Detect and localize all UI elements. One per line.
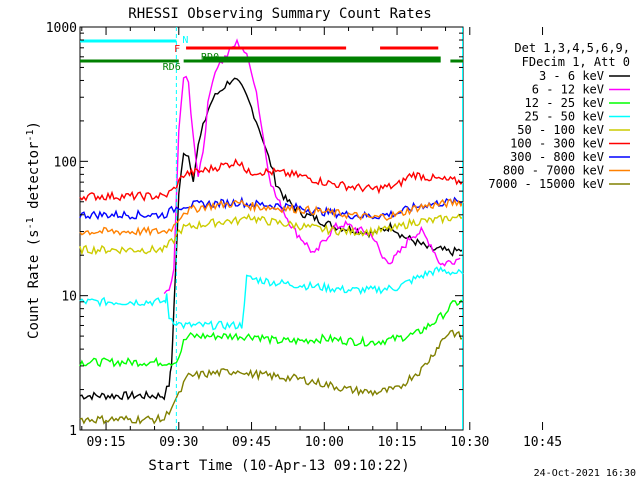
axes: 1 10 100 1000 09:15 09:30 09:45 10:00 10:15 10:30… — [46, 21, 562, 450]
legend-label-4: 50 - 100 keV — [517, 123, 604, 137]
legend-header-0: Det 1,3,4,5,6,9, — [514, 41, 630, 55]
svg-text:Count Rate (s-1 detector-1): Count Rate (s-1 detector-1) — [25, 121, 42, 339]
flag-bars: NF RD0 RD6 — [80, 35, 463, 73]
flag-label-rd6: RD6 — [163, 62, 181, 73]
series-line-2 — [79, 299, 464, 368]
x-axis-label: Start Time (10-Apr-13 09:10:22) — [148, 458, 409, 474]
series-line-7 — [79, 198, 464, 237]
flag-label-f: F — [174, 44, 180, 55]
series-line-3 — [79, 265, 464, 331]
x-tick-label-5: 10:30 — [450, 435, 489, 450]
series-line-4 — [79, 213, 464, 256]
y-tick-label-0: 1 — [69, 424, 77, 439]
y-tick-label-2: 100 — [54, 155, 77, 170]
x-tick-label-1: 09:30 — [159, 435, 198, 450]
y-axis-label: Count Rate (s-1 detector-1) — [25, 121, 42, 339]
x-tick-label-3: 10:00 — [305, 435, 344, 450]
legend-label-3: 25 - 50 keV — [525, 110, 604, 124]
chart-title: RHESSI Observing Summary Count Rates — [128, 6, 431, 22]
x-tick-label-4: 10:15 — [377, 435, 416, 450]
marker-layer — [175, 27, 464, 430]
y-tick-label-3: 1000 — [46, 21, 77, 36]
legend-label-5: 100 - 300 keV — [510, 137, 604, 151]
legend-label-0: 3 - 6 keV — [539, 69, 604, 83]
x-tick-label-2: 09:45 — [232, 435, 271, 450]
legend-label-1: 6 - 12 keV — [532, 83, 604, 97]
legend-label-6: 300 - 800 keV — [510, 150, 604, 164]
legend: Det 1,3,4,5,6,9,FDecim 1, Att 03 - 6 keV… — [488, 41, 630, 191]
footer-timestamp: 24-Oct-2021 16:30 — [534, 468, 636, 479]
y-tick-label-1: 10 — [61, 290, 77, 305]
series-layer — [79, 38, 464, 425]
x-tick-label-6: 10:45 — [523, 435, 562, 450]
series-line-1 — [163, 38, 461, 295]
series-line-5 — [79, 158, 464, 202]
series-line-8 — [79, 329, 464, 425]
legend-label-7: 800 - 7000 keV — [503, 164, 604, 178]
series-line-0 — [79, 77, 464, 401]
legend-header-1: FDecim 1, Att 0 — [522, 55, 630, 69]
flag-label-rd0: RD0 — [201, 52, 219, 63]
legend-label-8: 7000 - 15000 keV — [488, 177, 604, 191]
x-tick-label-0: 09:15 — [86, 435, 125, 450]
legend-label-2: 12 - 25 keV — [525, 96, 604, 110]
flag-label-n: N — [182, 35, 188, 46]
